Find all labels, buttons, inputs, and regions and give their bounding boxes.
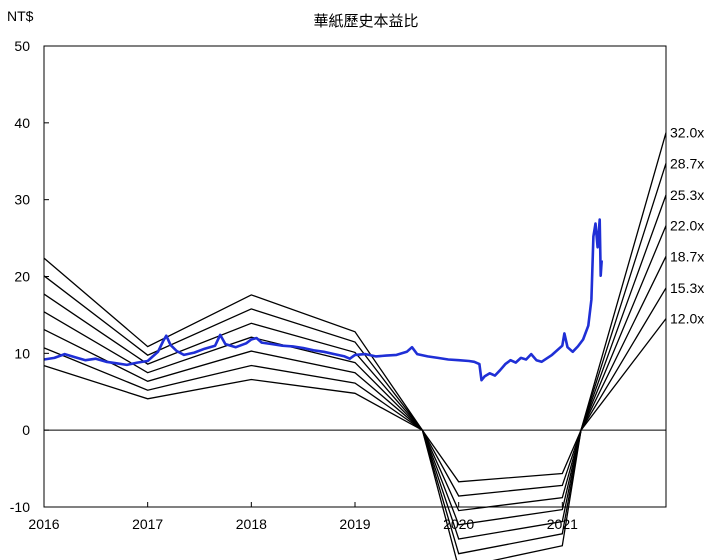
band-label: 12.0x	[670, 311, 704, 327]
band-label: 28.7x	[670, 155, 704, 171]
y-tick-label: 10	[14, 345, 30, 361]
x-tick-label: 2019	[339, 516, 370, 532]
price-series	[43, 218, 603, 382]
y-tick-label: -10	[10, 499, 30, 515]
band-label: 22.0x	[670, 218, 704, 234]
band-labels: 32.0x 28.7x 25.3x 22.0x 18.7x 15.3x 12.0x	[670, 125, 704, 327]
x-tick-label: 2017	[132, 516, 163, 532]
band-line	[43, 132, 667, 560]
y-tick-label: 30	[14, 192, 30, 208]
y-tick-label: 20	[14, 269, 30, 285]
pe-bands	[43, 132, 667, 560]
y-tick-label: 50	[14, 38, 30, 54]
band-label: 32.0x	[670, 125, 704, 141]
x-tick-label: 2016	[28, 516, 59, 532]
x-axis: 2016 2017 2018 2019 2020 2021	[28, 502, 578, 532]
chart-title: 華紙歷史本益比	[313, 12, 418, 30]
y-axis-unit-label: NT$	[7, 8, 34, 24]
band-label: 18.7x	[670, 248, 704, 264]
band-line	[43, 163, 667, 555]
y-tick-label: 40	[14, 115, 30, 131]
band-label: 15.3x	[670, 280, 704, 296]
x-tick-label: 2018	[236, 516, 267, 532]
y-axis: -10 0 10 20 30 40 50	[10, 38, 49, 515]
x-tick-label: 2021	[547, 516, 578, 532]
band-label: 25.3x	[670, 187, 704, 203]
price-line	[43, 218, 603, 382]
y-tick-label: 0	[22, 422, 30, 438]
plot-frame	[43, 45, 667, 508]
band-line	[43, 318, 667, 483]
